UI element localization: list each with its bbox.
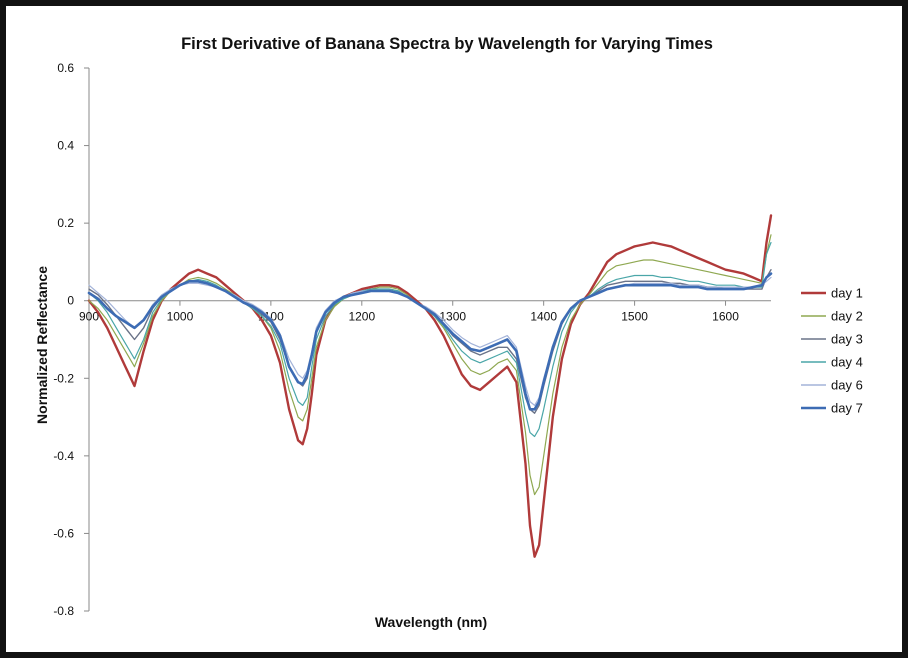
series-line-day-7 xyxy=(87,272,773,411)
y-tick-label: -0.4 xyxy=(53,449,74,463)
chart-frame: First Derivative of Banana Spectra by Wa… xyxy=(6,6,902,652)
line-chart: First Derivative of Banana Spectra by Wa… xyxy=(34,35,863,630)
y-tick-label: 0 xyxy=(67,294,74,308)
series-line-day-3 xyxy=(88,269,772,414)
legend-label: day 3 xyxy=(831,332,863,347)
y-tick-label: 0.2 xyxy=(57,216,74,230)
x-axis: 900 1000 1100 1200 1300 1400 1500 1600 xyxy=(79,300,771,324)
x-axis-title: Wavelength (nm) xyxy=(375,614,487,630)
y-tick-label: 0.6 xyxy=(57,61,74,75)
y-tick-label: -0.8 xyxy=(53,604,74,618)
x-tick-label: 1300 xyxy=(439,310,466,324)
x-tick-label: 900 xyxy=(79,310,99,324)
y-tick-label: -0.2 xyxy=(53,371,74,385)
series-group xyxy=(87,214,773,558)
series-line-day-1 xyxy=(87,214,773,558)
x-tick-label: 1400 xyxy=(530,310,557,324)
chart-title: First Derivative of Banana Spectra by Wa… xyxy=(181,35,713,53)
x-tick-label: 1000 xyxy=(167,310,194,324)
x-tick-label: 1600 xyxy=(712,310,739,324)
legend: day 1 day 2 day 3 day 4 day 6 day 7 xyxy=(801,286,863,416)
y-tick-label: 0.4 xyxy=(57,139,74,153)
legend-label: day 4 xyxy=(831,355,863,370)
series-line-day-6 xyxy=(88,276,772,406)
legend-label: day 2 xyxy=(831,309,863,324)
y-axis-title: Normalized Reflectance xyxy=(34,266,50,424)
x-tick-label: 1500 xyxy=(621,310,648,324)
legend-label: day 1 xyxy=(831,286,863,301)
legend-label: day 6 xyxy=(831,378,863,393)
x-tick-label: 1200 xyxy=(348,310,375,324)
legend-label: day 7 xyxy=(831,401,863,416)
y-tick-label: -0.6 xyxy=(53,526,74,540)
y-axis: 0.6 0.4 0.2 0 -0.2 -0.4 -0.6 -0.8 xyxy=(53,61,90,618)
